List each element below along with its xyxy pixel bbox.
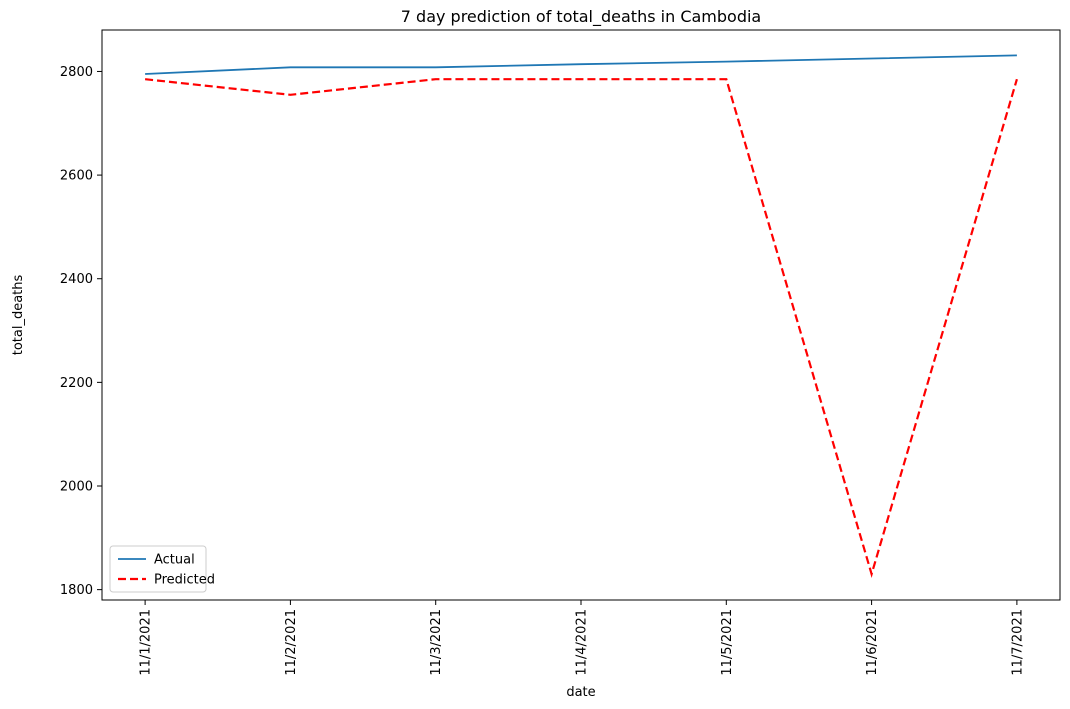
y-axis-title: total_deaths — [11, 275, 26, 356]
y-axis-ticks: 1800 2000 2200 2400 2600 2800 — [60, 65, 102, 598]
chart-title: 7 day prediction of total_deaths in Camb… — [401, 7, 761, 27]
y-tick-label: 2400 — [60, 272, 93, 287]
legend: Actual Predicted — [109, 545, 215, 593]
series-line-predicted — [144, 78, 1018, 579]
series-layer — [144, 54, 1018, 579]
plot-area — [101, 29, 1061, 601]
x-tick-label: 11/1/2021 — [139, 609, 154, 676]
x-tick-label: 11/4/2021 — [575, 609, 590, 676]
x-tick-label: 11/6/2021 — [865, 609, 880, 676]
legend-label: Predicted — [154, 573, 215, 588]
series-line-actual — [145, 54, 1017, 75]
y-tick-label: 2600 — [60, 169, 93, 184]
legend-label: Actual — [154, 553, 195, 568]
x-tick-label: 11/7/2021 — [1010, 609, 1025, 676]
y-tick-label: 2200 — [60, 376, 93, 391]
x-axis-ticks: 11/1/2021 11/2/2021 11/3/2021 11/4/2021 11/5… — [139, 600, 1025, 676]
x-tick-label: 11/5/2021 — [720, 609, 735, 676]
x-axis-title: date — [566, 685, 595, 700]
y-tick-label: 2800 — [60, 65, 93, 80]
plot-frame — [101, 29, 1061, 601]
x-tick-label: 11/2/2021 — [284, 609, 299, 676]
x-tick-label: 11/3/2021 — [429, 609, 444, 676]
legend-box — [109, 545, 207, 593]
y-tick-label: 1800 — [60, 583, 93, 598]
y-tick-label: 2000 — [60, 480, 93, 495]
